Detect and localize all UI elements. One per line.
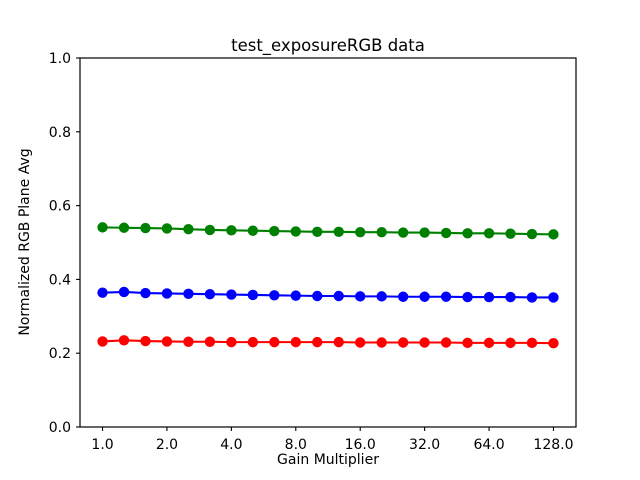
data-point-red-plane [269, 336, 280, 348]
data-point-blue-plane [397, 291, 409, 302]
x-tick-label: 8.0 [285, 437, 307, 453]
data-point-red-plane [462, 337, 473, 349]
data-point-green-plane [290, 226, 301, 237]
data-point-blue-plane [161, 288, 173, 299]
data-point-blue-plane [376, 291, 387, 302]
x-tick-label: 16.0 [345, 437, 376, 453]
data-point-green-plane [440, 227, 452, 239]
data-point-red-plane [440, 337, 452, 348]
x-tick-label: 32.0 [409, 437, 440, 453]
chart-title: test_exposureRGB data [231, 36, 425, 55]
data-point-green-plane [269, 225, 280, 237]
data-point-blue-plane [333, 290, 344, 302]
data-point-red-plane [505, 337, 516, 349]
data-point-green-plane [548, 229, 559, 240]
data-point-blue-plane [204, 288, 216, 300]
data-point-green-plane [204, 224, 216, 236]
y-tick-label: 0.6 [49, 199, 71, 215]
y-tick-label: 0.4 [49, 272, 71, 288]
data-point-green-plane [462, 228, 473, 239]
data-point-green-plane [333, 226, 344, 237]
data-point-red-plane [526, 337, 538, 349]
data-point-red-plane [204, 336, 216, 347]
y-tick-label: 0.2 [49, 346, 71, 362]
y-tick-label: 0.8 [49, 125, 71, 141]
data-point-green-plane [397, 227, 409, 238]
data-point-blue-plane [269, 290, 280, 301]
data-point-blue-plane [97, 287, 108, 298]
data-point-red-plane [161, 336, 173, 347]
data-point-blue-plane [505, 291, 516, 303]
y-axis-label: Normalized RGB Plane Avg [17, 148, 33, 336]
x-tick-label: 128.0 [533, 437, 573, 453]
data-point-red-plane [97, 336, 108, 347]
data-point-green-plane [376, 226, 387, 238]
data-point-red-plane [548, 338, 559, 349]
x-tick-label: 2.0 [156, 437, 178, 453]
data-point-green-plane [97, 222, 108, 233]
data-point-blue-plane [526, 292, 538, 303]
data-point-red-plane [397, 337, 409, 348]
data-point-blue-plane [118, 286, 130, 298]
data-point-red-plane [247, 336, 259, 348]
data-point-blue-plane [312, 290, 323, 302]
x-tick-label: 64.0 [473, 437, 504, 453]
data-point-blue-plane [247, 289, 259, 301]
data-point-blue-plane [226, 289, 237, 300]
data-point-blue-plane [483, 291, 495, 303]
x-axis-label: Gain Multiplier [277, 452, 379, 468]
data-point-red-plane [290, 336, 301, 348]
data-point-red-plane [376, 337, 387, 348]
x-tick-label: 1.0 [91, 437, 113, 453]
data-point-blue-plane [419, 291, 430, 302]
data-point-blue-plane [183, 288, 194, 299]
data-point-green-plane [118, 222, 130, 233]
series-line-green-plane [101, 226, 555, 236]
data-point-red-plane [419, 337, 430, 348]
data-point-red-plane [483, 337, 495, 349]
data-point-green-plane [355, 226, 366, 238]
data-point-blue-plane [355, 291, 366, 302]
data-point-green-plane [505, 228, 516, 239]
data-point-green-plane [183, 224, 194, 235]
data-point-green-plane [419, 227, 430, 238]
data-point-green-plane [161, 223, 173, 234]
data-point-green-plane [483, 228, 495, 239]
data-point-blue-plane [140, 287, 151, 299]
y-tick-label: 1.0 [49, 51, 71, 67]
series-line-blue-plane [101, 290, 555, 299]
data-point-red-plane [333, 336, 344, 348]
data-point-blue-plane [440, 291, 452, 302]
data-point-blue-plane [462, 291, 473, 303]
data-point-red-plane [140, 335, 151, 347]
series-line-red-plane [101, 339, 555, 345]
data-point-blue-plane [548, 292, 559, 303]
y-tick-label: 0.0 [49, 420, 71, 436]
data-point-green-plane [526, 228, 538, 240]
data-point-green-plane [312, 226, 323, 237]
data-point-green-plane [247, 225, 259, 236]
data-point-red-plane [226, 336, 237, 348]
plot-frame [79, 57, 577, 428]
x-tick-label: 4.0 [220, 437, 242, 453]
data-point-green-plane [140, 222, 151, 234]
data-point-green-plane [226, 225, 237, 236]
data-point-blue-plane [290, 290, 301, 301]
data-point-red-plane [118, 335, 130, 346]
data-point-red-plane [183, 336, 194, 347]
data-point-red-plane [355, 337, 366, 348]
data-point-red-plane [312, 336, 323, 348]
